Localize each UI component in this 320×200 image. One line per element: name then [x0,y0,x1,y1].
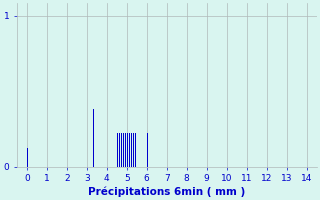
Bar [131,133,132,167]
Bar [121,133,122,167]
Bar [127,133,128,167]
Bar [123,133,124,167]
Bar [129,133,130,167]
Bar [119,133,120,167]
Bar [135,133,136,167]
Bar [125,133,126,167]
Bar [27,148,28,167]
Bar [117,133,118,167]
Bar [93,109,94,167]
Bar [147,133,148,167]
X-axis label: Précipitations 6min ( mm ): Précipitations 6min ( mm ) [88,186,245,197]
Bar [133,133,134,167]
